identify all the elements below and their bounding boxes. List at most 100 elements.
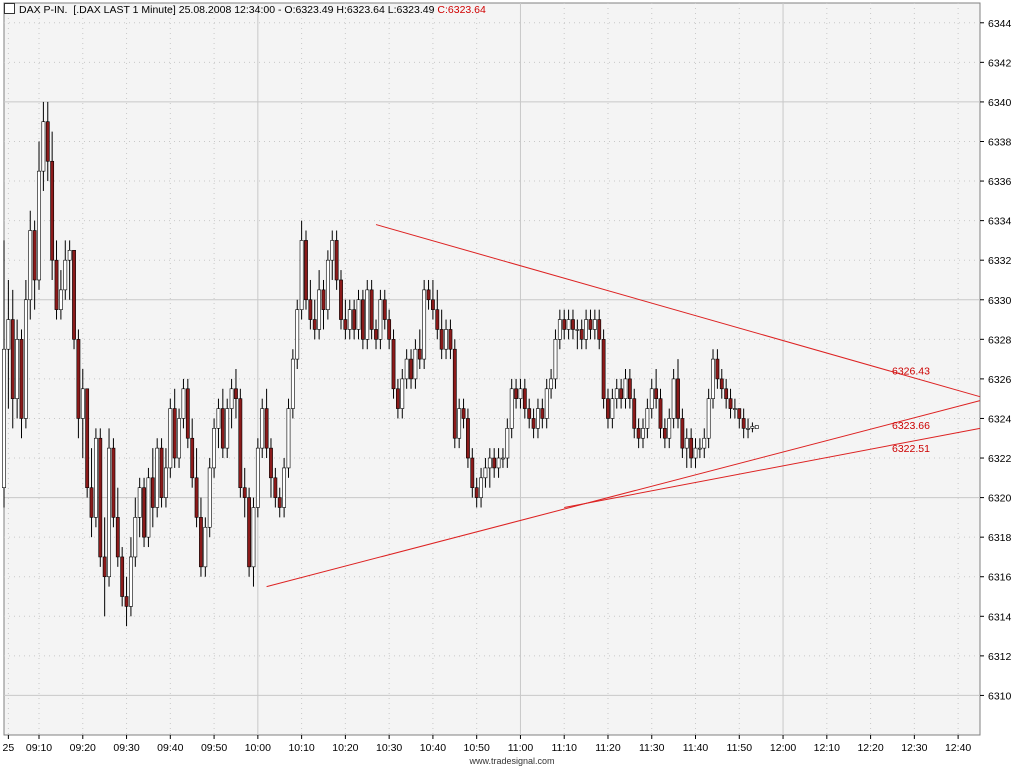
candle [400,369,405,419]
plot-area[interactable] [3,2,981,736]
candle [225,398,230,459]
candle [614,378,619,409]
candle-body-down [343,319,348,330]
watermark: www.tradesignal.com [469,756,555,766]
candle-body-down [601,339,606,399]
candle [137,477,142,538]
y-tick-label: 6332 [988,255,1012,267]
candle-body-down [562,319,567,330]
candle-body-down [627,378,632,399]
candle-body-up [706,398,711,439]
candle [76,329,81,439]
candle [216,398,221,449]
candle-body-up [356,299,361,330]
candle [155,438,160,518]
candle [540,398,545,429]
candle [562,309,567,340]
candle [632,388,637,439]
candle-body-down [597,319,602,340]
candle-body-down [89,487,94,518]
candle [168,398,173,478]
x-tick-label: 10:10 [288,742,314,754]
candle [159,438,164,508]
candle [623,369,628,409]
candle-body-down [185,388,190,439]
candle [746,418,750,439]
candle [164,448,168,508]
candle [72,249,76,350]
x-tick-label: 11:50 [727,742,753,754]
window-menu-icon[interactable] [4,3,15,14]
candle [146,467,151,548]
candle [448,319,453,360]
candle-body-up [422,289,427,360]
candle [536,398,540,439]
trendline [375,224,981,398]
candle [733,398,737,419]
candle [142,477,146,548]
candle [645,398,650,439]
candle-body-down [220,408,225,449]
candle-body-down [242,487,247,498]
y-tick-label: 6312 [988,651,1012,663]
candle-body-up [378,299,383,340]
candle [610,388,615,429]
candle-body-up [28,230,33,301]
candle [23,279,28,429]
trendline [564,427,981,508]
candle-body-down [321,289,326,310]
candle [684,428,689,468]
candle [711,349,715,409]
trend-value-label: 6326.43 [892,365,930,377]
candle [94,428,98,528]
candle [549,369,553,399]
candle-body-up [754,425,759,429]
candle-body-up [216,408,221,429]
candle [483,458,488,488]
candle [382,289,387,330]
candle [199,497,203,577]
candle [409,349,413,389]
candle [509,378,514,439]
candle [32,220,37,310]
candle-body-down [194,477,199,518]
y-tick-label: 6338 [988,136,1012,148]
candle-body-up [496,457,501,469]
x-tick-label: 12:30 [901,742,927,754]
candle-body-up [6,319,11,350]
candle-body-up [129,556,133,607]
candle [426,279,431,310]
candle [6,279,11,409]
candle [304,230,308,310]
candle [339,270,343,330]
candle-body-up [505,428,510,459]
x-tick-label: 09:50 [201,742,227,754]
candle-body-up [146,477,151,538]
candle-body-up [347,309,352,330]
close-value: C:6323.64 [437,4,486,16]
candle-body-down [339,279,343,320]
candle [636,418,641,449]
candle [579,319,584,350]
candle-body-up [325,259,330,310]
candle [212,418,216,478]
candle [435,289,440,340]
candle-body-up [41,121,46,172]
candle-body-down [527,408,532,419]
candle-body-up [229,388,234,409]
candle-body-up [684,437,689,449]
candle [325,250,330,320]
candle-body-down [115,517,120,558]
candle-body-up [487,457,492,469]
candle [737,408,742,429]
trend-value-label: 6322.51 [892,443,930,455]
candle [715,349,720,389]
candle [185,378,190,449]
candle-body-down [277,497,282,508]
y-tick-label: 6310 [988,690,1012,702]
candle-body-down [452,348,457,439]
candle [496,448,501,478]
y-tick-label: 6330 [988,295,1012,307]
candle-body-up [400,378,405,409]
